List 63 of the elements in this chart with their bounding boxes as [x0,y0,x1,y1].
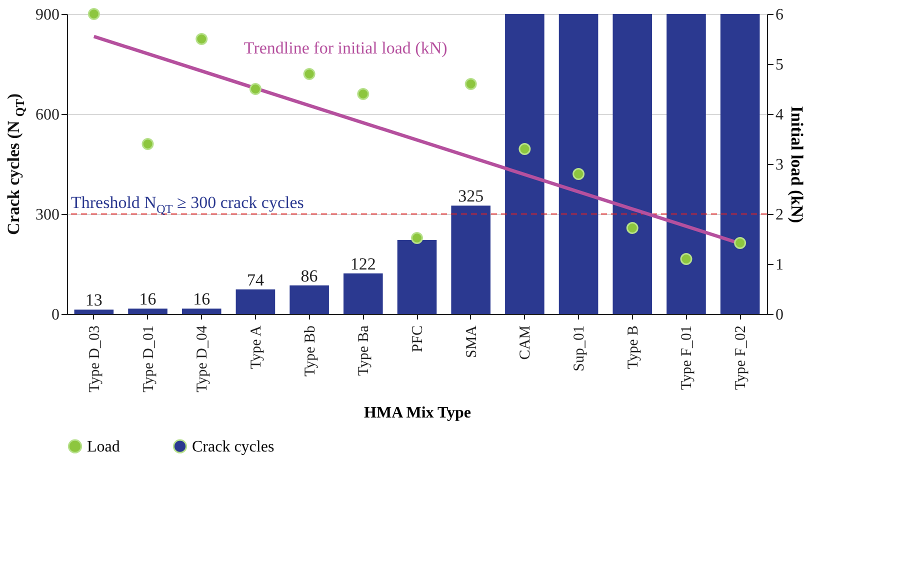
data-label: 16 [193,290,210,309]
point [411,232,423,244]
bar [128,308,168,314]
bar [344,273,383,314]
bar [666,14,706,314]
point [249,83,262,95]
bar [290,285,329,314]
x-axis-title: HMA Mix Type [364,404,471,422]
point [464,78,477,90]
x-tick-label: Type D_03 [86,326,103,392]
bar [397,240,437,314]
bar [612,14,652,314]
x-tick-label: PFC [410,326,426,352]
x-tick-label: Type F_02 [733,326,750,390]
y2-tick-label: 0 [776,306,784,324]
point [734,237,746,249]
data-label: 86 [300,266,318,286]
x-tick-label: CAM [518,326,534,360]
x-tick-label: SMA [464,325,480,358]
point [357,88,370,100]
point [196,33,208,45]
y2-tick-label: 2 [776,206,784,224]
y-axis-title: Crack cycles (NQT) [4,93,28,236]
legend-label: Crack cycles [192,438,274,456]
bar [74,310,114,314]
point [518,143,531,155]
point [680,253,692,265]
data-label: 16 [139,290,156,309]
bar [182,308,222,314]
legend-label: Load [87,438,120,456]
y2-tick-label: 1 [776,256,784,274]
point [142,138,154,150]
data-label: 122 [350,254,376,274]
bar [236,289,276,314]
y2-axis-title: Initial load (kN) [788,106,806,224]
y-tick-label: 600 [36,106,60,124]
data-label: 13 [85,290,102,310]
data-label: 74 [246,270,264,290]
x-tick-label: Type D_01 [140,326,157,392]
x-tick-label: Type D_04 [194,325,211,392]
series-label: Trendline for initial load (kN) [244,38,448,58]
x-tick-label: Type F_01 [679,326,696,390]
x-tick-label: Type B [625,326,642,370]
y-tick-label: 900 [36,6,60,24]
point [303,68,316,80]
y2-tick-label: 5 [776,56,784,74]
bar [720,14,760,314]
point [572,168,585,180]
y2-tick-label: 3 [776,156,784,174]
x-tick-label: Type Bb [302,326,318,377]
y-tick-label: 300 [36,206,60,224]
data-label: 325 [458,186,484,206]
point [626,222,638,234]
x-tick-label: Type A [248,325,264,370]
y2-tick-label: 4 [776,106,784,124]
bar [451,206,490,314]
x-tick-label: Type Ba [356,325,372,376]
x-tick-label: Sup_01 [572,326,588,372]
bar [505,14,544,314]
bar [558,14,598,314]
y2-tick-label: 6 [776,6,784,24]
y-tick-label: 0 [52,306,60,324]
point [88,8,100,20]
